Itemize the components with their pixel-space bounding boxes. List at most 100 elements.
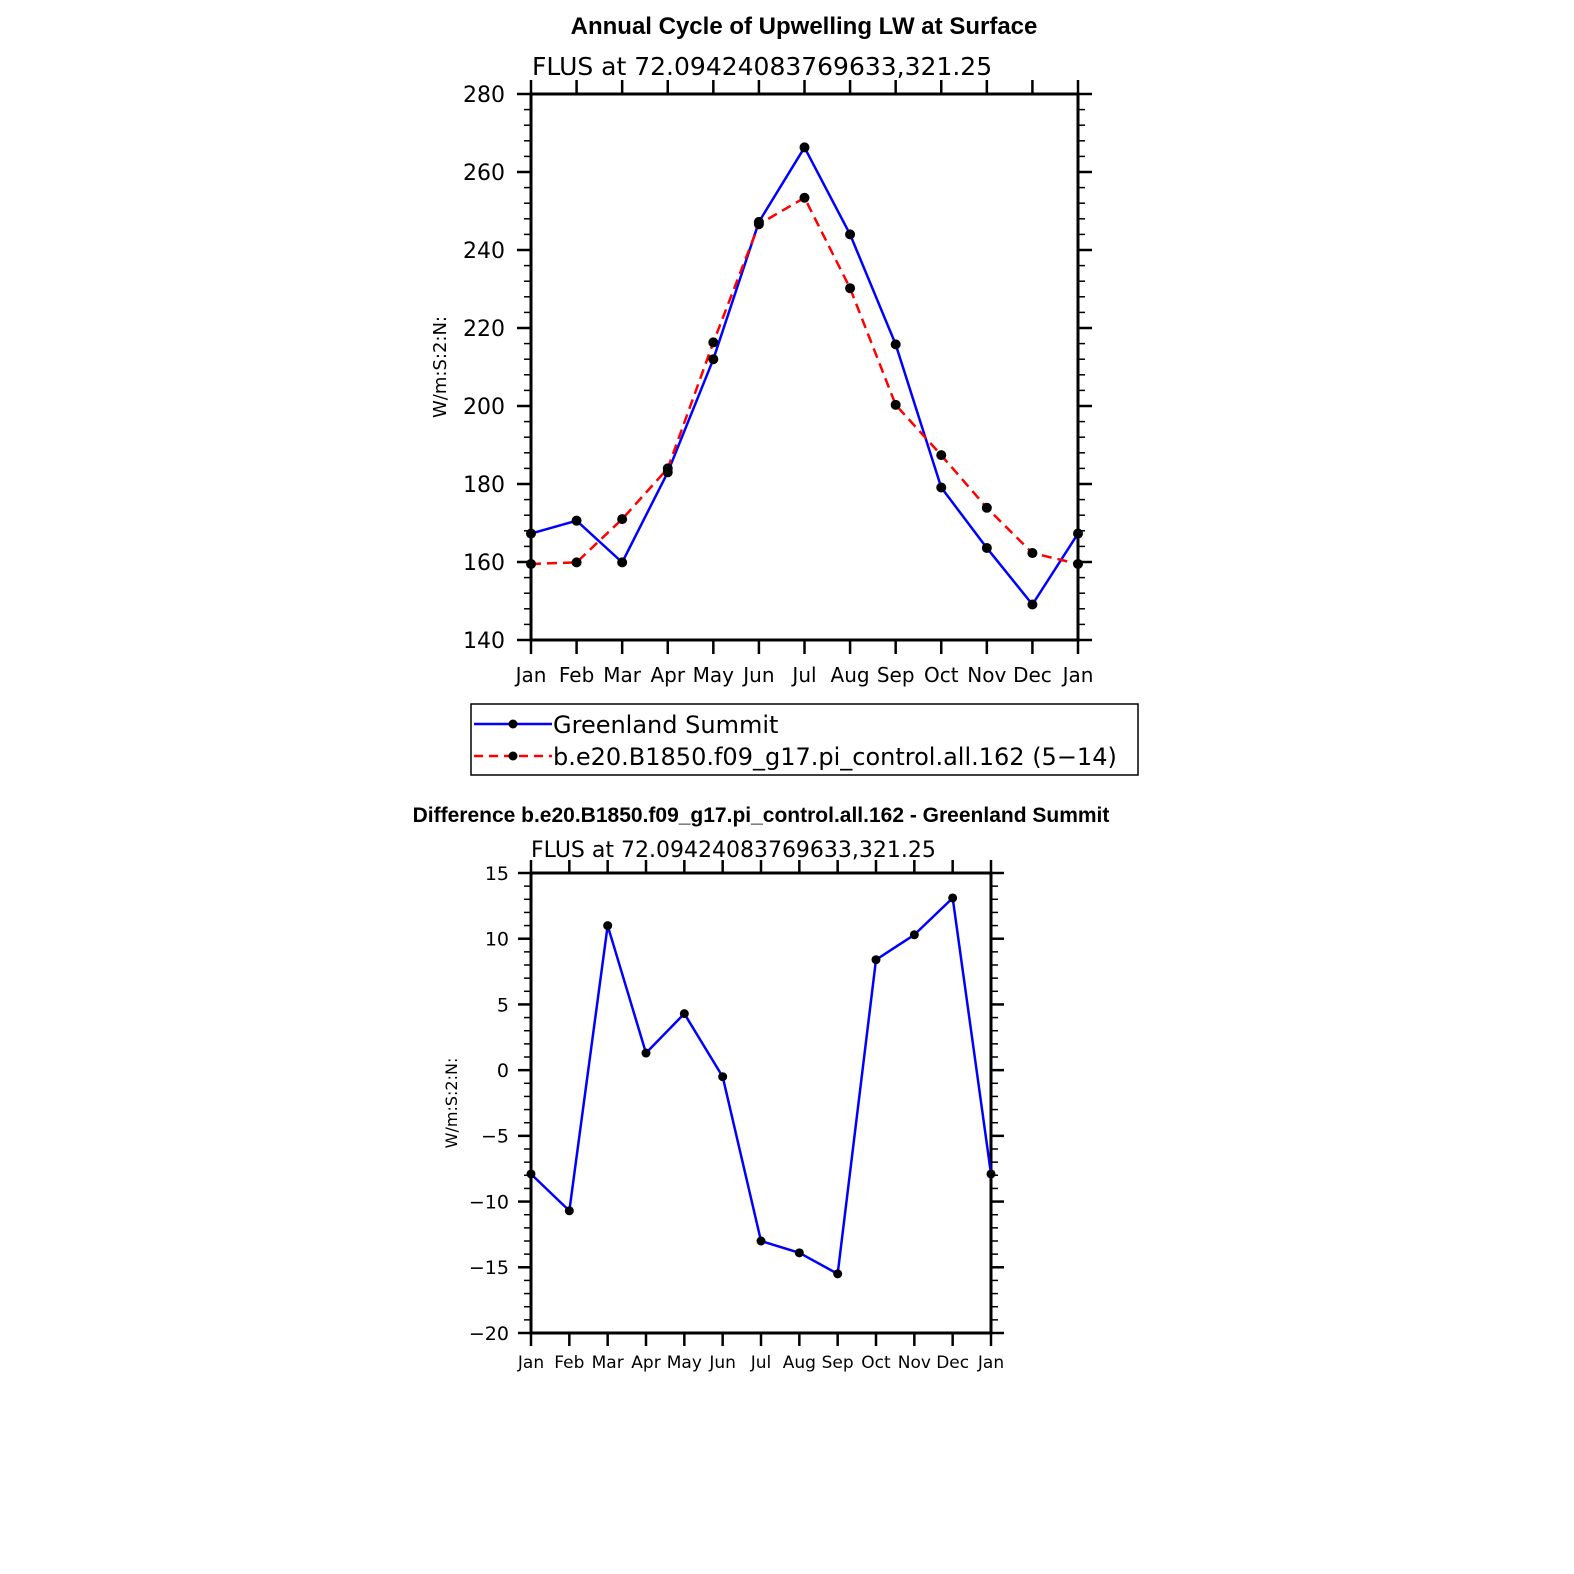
data-point-1 bbox=[571, 557, 582, 568]
legend-box bbox=[470, 703, 1139, 776]
x-tick-label: Apr bbox=[631, 1353, 660, 1373]
data-point-1 bbox=[526, 558, 536, 569]
plot-frame bbox=[529, 871, 993, 1335]
y-tick-label: −15 bbox=[469, 1257, 509, 1279]
x-tick-label: Jun bbox=[741, 663, 774, 687]
legend-marker-greenland bbox=[508, 719, 518, 729]
legend-label-greenland: Greenland Summit bbox=[553, 711, 778, 739]
data-point-0 bbox=[871, 955, 881, 965]
x-tick-label: Aug bbox=[783, 1353, 816, 1373]
data-point-0 bbox=[756, 1236, 766, 1246]
data-point-0 bbox=[603, 921, 613, 931]
data-point-0 bbox=[1073, 528, 1083, 539]
y-tick-label: −20 bbox=[469, 1323, 509, 1345]
y-tick-label: 10 bbox=[485, 929, 509, 951]
x-tick-label: Jul bbox=[750, 1353, 772, 1373]
legend-marker-model bbox=[508, 751, 518, 761]
y-tick-label: 160 bbox=[463, 551, 505, 576]
y-tick-label: 0 bbox=[497, 1060, 509, 1082]
data-point-0 bbox=[833, 1269, 843, 1279]
annual-cycle-chart: Annual Cycle of Upwelling LW at Surface … bbox=[430, 13, 1139, 776]
x-tick-label: May bbox=[667, 1353, 702, 1373]
x-tick-label: Jan bbox=[977, 1353, 1004, 1373]
legend: Greenland Summit b.e20.B1850.f09_g17.pi_… bbox=[470, 703, 1139, 776]
y-tick-label: −10 bbox=[469, 1191, 509, 1213]
y-tick-label: 280 bbox=[463, 83, 505, 108]
x-tick-label: Dec bbox=[1013, 663, 1052, 687]
y-tick-label: 200 bbox=[463, 395, 505, 420]
x-tick-label: Sep bbox=[822, 1353, 854, 1373]
x-tick-label: Nov bbox=[898, 1353, 931, 1373]
series-line-0 bbox=[530, 896, 993, 1276]
x-tick-label: Jan bbox=[514, 663, 547, 687]
data-point-1 bbox=[799, 192, 810, 203]
data-point-1 bbox=[708, 337, 719, 348]
data-point-0 bbox=[981, 542, 992, 553]
data-point-0 bbox=[799, 142, 810, 153]
x-tick-label: Feb bbox=[559, 663, 594, 687]
data-point-0 bbox=[948, 893, 958, 903]
x-tick-label: Aug bbox=[831, 663, 870, 687]
y-tick-label: 260 bbox=[463, 161, 505, 186]
y-tick-label: 240 bbox=[463, 239, 505, 264]
x-tick-label: Jan bbox=[1061, 663, 1094, 687]
difference-plot-area: Jan Feb Mar Apr May Jun Jul Aug Sep Oct Nov Dec Jan−… bbox=[469, 860, 1004, 1373]
data-point-1 bbox=[1027, 548, 1038, 559]
x-tick-label: Jan bbox=[517, 1353, 544, 1373]
data-point-0 bbox=[845, 229, 856, 240]
data-point-1 bbox=[753, 219, 764, 230]
y-tick-label: 15 bbox=[485, 863, 509, 885]
data-point-0 bbox=[909, 930, 919, 940]
x-tick-label: Mar bbox=[592, 1353, 624, 1373]
chart-title: Annual Cycle of Upwelling LW at Surface bbox=[571, 13, 1038, 40]
data-point-0 bbox=[526, 528, 536, 539]
x-tick-label: Sep bbox=[877, 663, 915, 687]
x-tick-label: Jun bbox=[708, 1353, 736, 1373]
data-point-1 bbox=[617, 514, 628, 525]
x-tick-label: Oct bbox=[861, 1353, 891, 1373]
data-point-0 bbox=[679, 1009, 689, 1019]
data-point-0 bbox=[1027, 599, 1038, 610]
chart-title: Difference b.e20.B1850.f09_g17.pi_contro… bbox=[413, 804, 1110, 827]
x-tick-label: Feb bbox=[554, 1353, 584, 1373]
y-tick-label: 180 bbox=[463, 473, 505, 498]
data-point-1 bbox=[936, 450, 947, 461]
annual-cycle-plot-area: Jan Feb Mar Apr May Jun Jul Aug Sep Oct Nov Dec Jan 1… bbox=[463, 80, 1093, 687]
x-tick-label: May bbox=[693, 663, 735, 687]
x-tick-label: Nov bbox=[967, 663, 1006, 687]
data-point-0 bbox=[526, 1169, 536, 1179]
data-point-1 bbox=[890, 399, 901, 410]
x-tick-label: Dec bbox=[936, 1353, 969, 1373]
difference-chart: Difference b.e20.B1850.f09_g17.pi_contro… bbox=[413, 804, 1110, 1373]
x-tick-label: Apr bbox=[650, 663, 685, 687]
data-point-0 bbox=[890, 339, 901, 350]
y-axis-label: W/m:S:2:N: bbox=[430, 316, 451, 418]
x-tick-label: Jul bbox=[790, 663, 816, 687]
y-axis-label: W/m:S:2:N: bbox=[442, 1058, 461, 1149]
data-point-1 bbox=[845, 283, 856, 294]
data-point-1 bbox=[662, 463, 673, 474]
data-point-0 bbox=[641, 1048, 651, 1058]
y-tick-label: −5 bbox=[481, 1126, 509, 1148]
chart-subtitle: FLUS at 72.09424083769633,321.25 bbox=[531, 838, 936, 863]
data-point-0 bbox=[617, 557, 628, 568]
data-point-0 bbox=[936, 482, 947, 493]
data-point-0 bbox=[718, 1072, 728, 1082]
data-point-0 bbox=[794, 1248, 804, 1258]
data-point-0 bbox=[986, 1169, 996, 1179]
data-point-1 bbox=[981, 502, 992, 513]
legend-label-model: b.e20.B1850.f09_g17.pi_control.all.162 (… bbox=[553, 743, 1117, 771]
y-tick-label: 220 bbox=[463, 317, 505, 342]
y-tick-label: 140 bbox=[463, 629, 505, 654]
x-tick-label: Mar bbox=[603, 663, 642, 687]
x-tick-label: Oct bbox=[924, 663, 959, 687]
data-point-0 bbox=[571, 515, 582, 526]
y-tick-label: 5 bbox=[497, 994, 509, 1016]
series-line-1 bbox=[530, 196, 1079, 566]
series-line-0 bbox=[530, 146, 1080, 606]
data-point-1 bbox=[1073, 558, 1083, 569]
chart-subtitle: FLUS at 72.09424083769633,321.25 bbox=[532, 52, 992, 81]
data-point-0 bbox=[564, 1206, 574, 1216]
data-point-0 bbox=[708, 354, 719, 365]
